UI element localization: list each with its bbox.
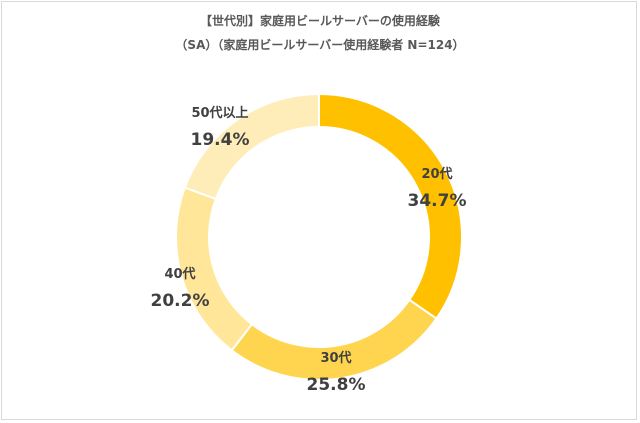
chart-title: 【世代別】家庭用ビールサーバーの使用経験 [200,14,440,28]
category-label: 20代 [421,166,452,182]
donut-slice-2 [230,298,438,381]
donut-slice-4 [183,92,320,201]
value-label: 19.4% [191,130,250,150]
value-label: 20.2% [151,291,210,311]
chart-subtitle: （SA）（家庭用ビールサーバー使用経験者 N=124） [175,38,465,52]
category-label: 50代以上 [191,105,248,121]
value-label: 25.8% [307,375,366,395]
category-label: 40代 [164,266,195,282]
value-label: 34.7% [408,191,467,211]
category-label: 30代 [320,350,351,366]
